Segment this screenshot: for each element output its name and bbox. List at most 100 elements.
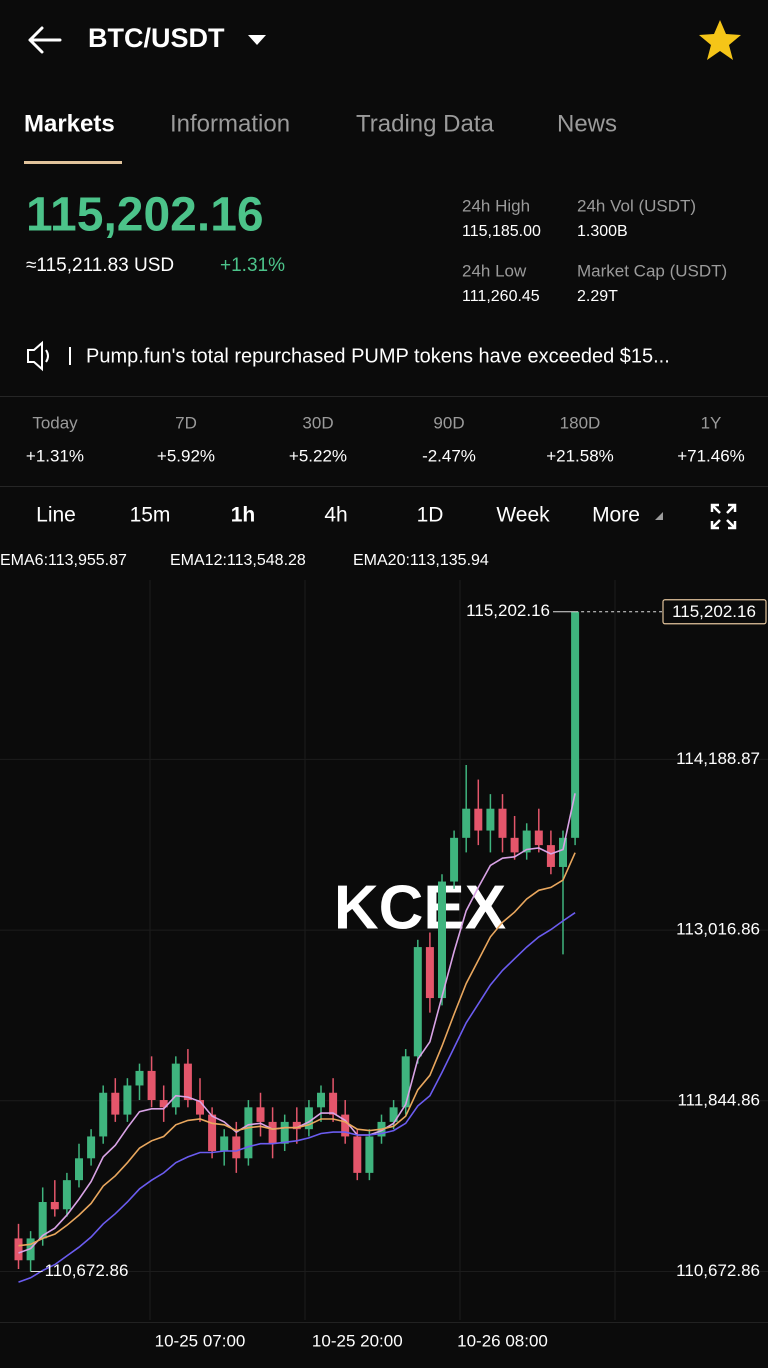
x-tick-label: 10-26 08:00 <box>457 1331 548 1350</box>
ema-line <box>18 852 576 1247</box>
back-arrow <box>28 26 62 54</box>
period-change: +5.92% <box>157 446 215 465</box>
candle-body <box>147 1070 156 1101</box>
candle-body <box>329 1092 338 1115</box>
candle-body <box>486 808 495 831</box>
interval-bar: Line 15m 1h 4h 1D Week More <box>36 504 640 527</box>
period-label: 180D <box>560 413 601 432</box>
period-label: 90D <box>433 413 464 432</box>
candle-body <box>413 947 422 1057</box>
interval-option[interactable]: 1D <box>417 504 444 527</box>
axis-line <box>0 1322 768 1323</box>
candle-body <box>341 1114 350 1137</box>
candle-body <box>389 1107 398 1122</box>
ema-line <box>18 912 576 1283</box>
candle-body <box>159 1100 168 1108</box>
candle-body <box>87 1136 96 1159</box>
y-tick-label: 110,672.86 <box>676 1261 760 1280</box>
speaker-icon <box>27 340 49 372</box>
candle-body <box>450 837 459 882</box>
candle-body <box>498 808 507 838</box>
tab[interactable]: Trading Data <box>356 110 495 137</box>
performance: Today +1.31% 7D +5.92% 30D +5.22% 90D -2.47% 180… <box>26 413 745 465</box>
tab[interactable]: Information <box>170 110 290 137</box>
candle-body <box>75 1158 83 1181</box>
tab[interactable]: Markets <box>24 110 115 137</box>
candle-body <box>474 808 483 831</box>
last-price-box <box>662 599 767 625</box>
candle-body <box>317 1092 325 1108</box>
period-label: 30D <box>302 413 333 432</box>
candle-body <box>183 1063 192 1101</box>
interval-option[interactable]: 4h <box>324 504 347 527</box>
candle-body <box>462 808 471 838</box>
candle-body <box>425 947 434 999</box>
candle-body <box>438 881 446 999</box>
period-label: 1Y <box>701 413 722 432</box>
favorite-star[interactable] <box>699 20 741 60</box>
last-price-box-label: 115,202.16 <box>672 602 756 621</box>
candle-body <box>559 837 567 867</box>
stat-value: 1.300B <box>577 223 628 240</box>
y-tick-label: 111,844.86 <box>677 1090 760 1109</box>
interval-option[interactable]: More <box>592 504 640 527</box>
pair-dropdown[interactable] <box>248 35 266 45</box>
tab-underline <box>24 161 122 164</box>
divider <box>0 486 768 487</box>
stat-label: Market Cap (USDT) <box>577 261 727 280</box>
period-change: +1.31% <box>26 446 84 465</box>
candle-body <box>353 1136 362 1173</box>
candle-body <box>534 830 543 846</box>
candle-body <box>171 1063 180 1108</box>
back-button[interactable] <box>28 26 62 54</box>
candle-body <box>292 1121 301 1130</box>
divider <box>0 396 768 397</box>
candle-body <box>280 1121 289 1144</box>
more-caret <box>655 512 663 520</box>
fullscreen-button[interactable] <box>710 503 737 530</box>
period-change: -2.47% <box>422 446 476 465</box>
interval-option[interactable]: Line <box>36 504 76 527</box>
x-tick-label: 10-25 20:00 <box>312 1331 403 1350</box>
candle-body <box>522 830 531 853</box>
period-change: +71.46% <box>677 446 745 465</box>
interval-option[interactable]: Week <box>496 504 550 527</box>
candlestick-chart: 114,188.87 113,016.86 111,844.86 110,672.86… <box>0 552 768 1350</box>
min-price-label: 110,672.86 <box>45 1261 129 1280</box>
period-label: 7D <box>175 413 197 432</box>
tab[interactable]: News <box>557 110 617 137</box>
stat-value: 111,260.45 <box>462 288 540 305</box>
candle-body <box>38 1202 47 1239</box>
news-text[interactable]: Pump.fun's total repurchased PUMP tokens… <box>86 345 670 367</box>
price-change: +1.31% <box>220 255 285 276</box>
candle-body <box>14 1238 23 1261</box>
stat-label: 24h High <box>462 196 530 215</box>
pair-title[interactable]: BTC/USDT <box>88 23 225 53</box>
candle-body <box>365 1136 374 1173</box>
candle-body <box>123 1085 132 1115</box>
candle-body <box>268 1121 277 1144</box>
candle-body <box>546 845 555 867</box>
candle-body <box>135 1070 144 1086</box>
interval-option[interactable]: 1h <box>231 504 256 527</box>
stat-value: 115,185.00 <box>462 223 541 240</box>
interval-option[interactable]: 15m <box>130 504 171 527</box>
news-divider <box>69 347 71 365</box>
usd-price: ≈115,211.83 USD <box>26 255 174 276</box>
y-tick-label: 114,188.87 <box>676 749 760 768</box>
max-price-label: 115,202.16 <box>466 601 550 620</box>
candle-body <box>99 1092 108 1137</box>
period-change: +21.58% <box>546 446 614 465</box>
candle-body <box>196 1100 204 1115</box>
candle-body <box>232 1136 241 1159</box>
candle-body <box>62 1180 71 1210</box>
stat-value: 2.29T <box>577 288 618 305</box>
legend-entry: EMA20:113,135.94 <box>353 552 489 569</box>
period-change: +5.22% <box>289 446 347 465</box>
stat-label: 24h Vol (USDT) <box>577 196 696 215</box>
period-label: Today <box>32 413 78 432</box>
candle-body <box>510 837 519 853</box>
